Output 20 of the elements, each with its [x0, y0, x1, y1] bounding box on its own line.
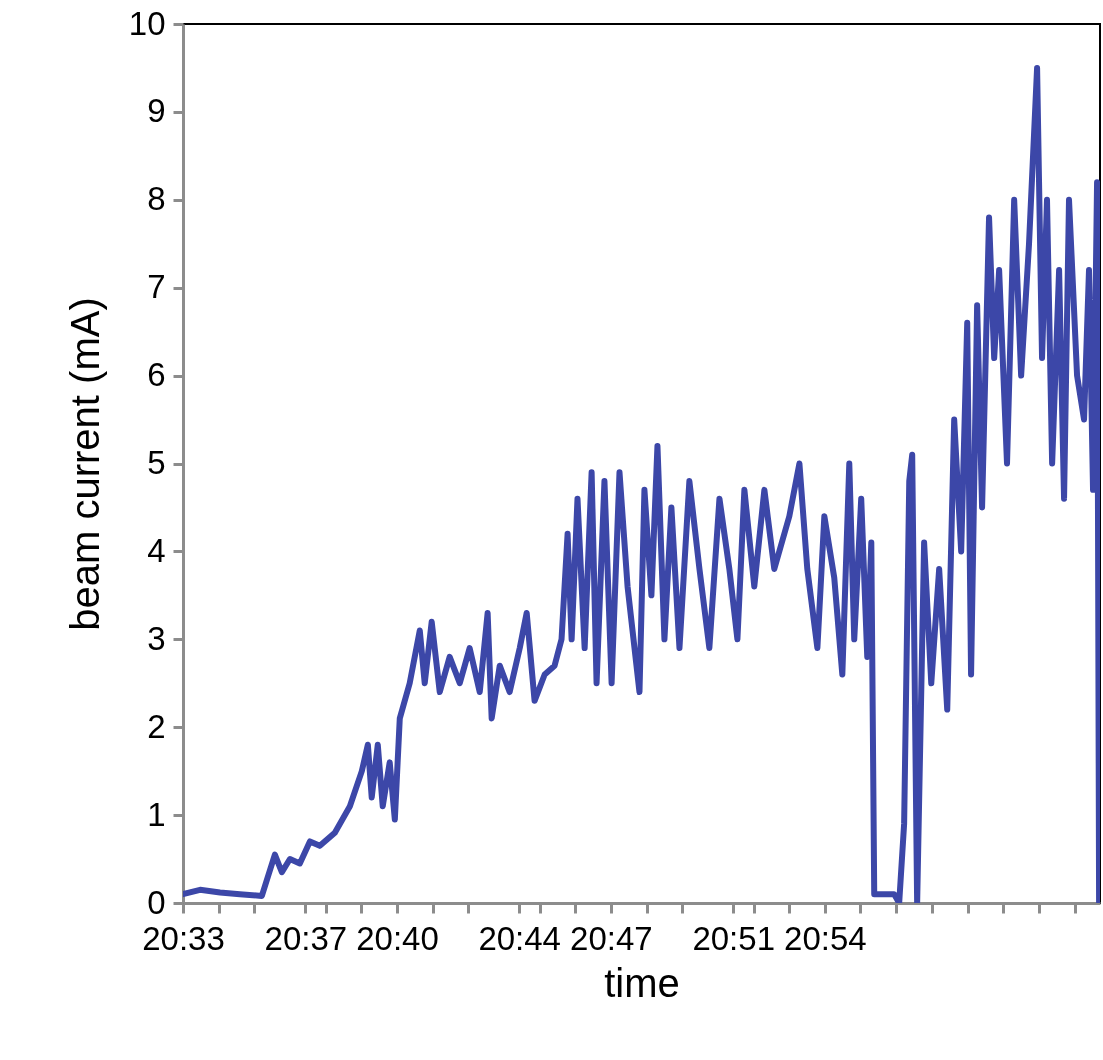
y-tick-label: 4 — [147, 531, 166, 569]
y-tick-label: 10 — [128, 4, 166, 42]
x-tick-label: 20:37 — [264, 919, 348, 957]
y-tick-label: 8 — [147, 180, 166, 218]
x-tick-label: 20:54 — [784, 919, 867, 957]
y-tick-label: 0 — [147, 883, 166, 921]
y-tick-label: 5 — [147, 444, 166, 481]
x-tick-label: 20:47 — [570, 919, 653, 957]
x-tick-label: 20:33 — [142, 919, 225, 957]
x-tick-label: 20:51 — [692, 919, 775, 957]
y-tick-label: 9 — [147, 92, 166, 130]
y-tick-label: 1 — [147, 795, 166, 833]
y-tick-label: 2 — [147, 707, 166, 745]
y-axis-title: beam current (mA) — [62, 297, 107, 631]
x-tick-label: 20:40 — [356, 919, 439, 957]
y-tick-label: 7 — [147, 268, 166, 306]
y-tick-label: 6 — [147, 356, 166, 394]
x-axis-title: time — [604, 960, 680, 1005]
x-tick-label: 20:44 — [478, 919, 561, 957]
y-tick-label: 3 — [147, 619, 166, 657]
